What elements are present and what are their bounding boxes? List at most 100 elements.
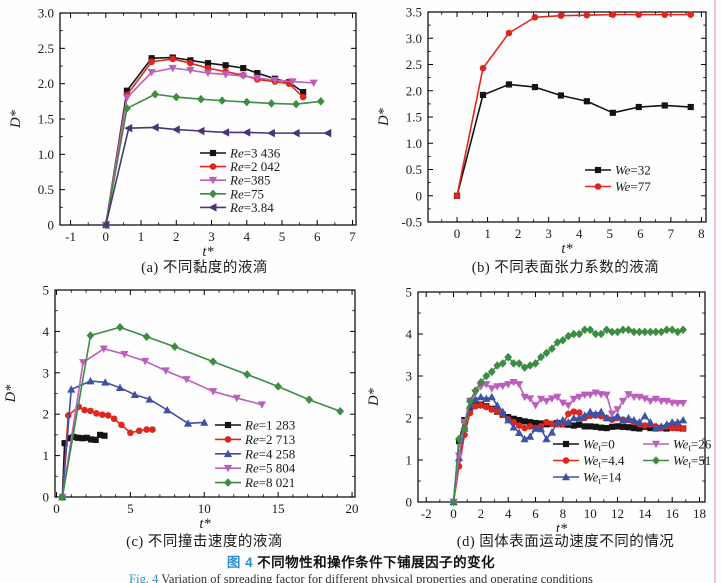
svg-text:7: 7	[349, 229, 356, 244]
svg-text:0: 0	[454, 226, 461, 241]
svg-text:Re=1 283: Re=1 283	[244, 418, 295, 433]
subplot-d-canvas: -2 0 2 4 6 8 10 12 14 16 18012345t*D*Wet=0Wet=4.4W…	[366, 285, 712, 533]
svg-text:2: 2	[406, 411, 413, 426]
svg-text:5: 5	[406, 285, 413, 300]
svg-text:2.5: 2.5	[406, 57, 422, 72]
svg-text:D*: D*	[366, 387, 382, 406]
svg-text:5: 5	[607, 226, 614, 241]
svg-text:1.0: 1.0	[38, 147, 54, 162]
svg-text:-2: -2	[421, 506, 432, 521]
subplot-a: -1 0 1 2 3 4 5 6 7 0 0.5 1.0 1.5 2.0 2.5 3.0 t* D* Re=3 43…	[0, 0, 361, 280]
svg-text:Wet=51: Wet=51	[673, 453, 711, 470]
svg-text:4: 4	[406, 327, 413, 342]
svg-text:18: 18	[693, 506, 706, 521]
svg-text:t*: t*	[202, 244, 214, 258]
svg-text:Re=4 258: Re=4 258	[244, 446, 295, 461]
subplot-d: -2 0 2 4 6 8 10 12 14 16 18 0 1 2 3 4 5 t* D* Wet=0 Wet=4.4 W…	[361, 280, 722, 554]
svg-text:0: 0	[43, 490, 50, 505]
svg-text:5: 5	[279, 229, 286, 244]
svg-text:0.5: 0.5	[38, 182, 54, 197]
svg-text:2: 2	[478, 506, 485, 521]
page-edge-artifact	[714, 0, 716, 583]
svg-text:Wet=14: Wet=14	[583, 470, 622, 487]
subplot-c: 0 5 10 15 20 0 1 2 3 4 5 t* D* Re=1 283 Re=2 713 Re=4 2…	[0, 280, 361, 554]
svg-text:5: 5	[43, 283, 50, 298]
svg-text:1.0: 1.0	[406, 136, 422, 151]
svg-text:D*: D*	[376, 107, 392, 126]
svg-text:t*: t*	[199, 516, 211, 532]
axes	[59, 12, 357, 226]
svg-text:12: 12	[611, 506, 624, 521]
svg-text:Re=3.84: Re=3.84	[229, 200, 274, 215]
svg-text:Re=2 713: Re=2 713	[244, 432, 295, 447]
svg-text:0: 0	[406, 495, 413, 510]
subplot-c-caption: (c) 不同撞击速度的液滴	[126, 534, 283, 550]
series-4	[449, 325, 688, 507]
svg-text:Wet=0: Wet=0	[583, 437, 615, 454]
figure-caption-number: 图 4	[226, 555, 254, 570]
svg-text:2: 2	[173, 229, 180, 244]
figure-caption: 图 4 不同物性和操作条件下铺展因子的变化	[0, 554, 722, 572]
series-4	[101, 123, 332, 230]
svg-text:D*: D*	[3, 384, 19, 403]
svg-text:16: 16	[666, 506, 680, 521]
svg-text:3: 3	[545, 226, 552, 241]
series-1	[450, 402, 687, 506]
svg-text:8: 8	[698, 226, 705, 241]
series-0	[453, 81, 694, 199]
subplot-d-caption: (d) 固体表面运动速度不同的情况	[456, 534, 675, 550]
svg-text:6: 6	[637, 226, 644, 241]
svg-text:3.0: 3.0	[38, 6, 54, 21]
svg-text:2.5: 2.5	[38, 41, 54, 56]
svg-text:0: 0	[48, 218, 55, 233]
svg-text:3.5: 3.5	[406, 5, 422, 20]
svg-text:1.5: 1.5	[406, 110, 422, 125]
series-3	[101, 89, 325, 230]
svg-text:D*: D*	[8, 109, 24, 128]
svg-text:0: 0	[53, 501, 60, 516]
svg-text:20: 20	[346, 501, 359, 516]
axes	[54, 289, 356, 498]
svg-text:Re=5 804: Re=5 804	[244, 461, 296, 476]
svg-text:Re=75: Re=75	[229, 186, 264, 201]
svg-text:Wet=4.4: Wet=4.4	[583, 453, 625, 470]
svg-text:Re=3 436: Re=3 436	[229, 146, 281, 161]
svg-text:10: 10	[584, 506, 597, 521]
svg-text:5: 5	[127, 501, 134, 516]
svg-text:2: 2	[515, 226, 522, 241]
svg-text:2.0: 2.0	[38, 76, 54, 91]
svg-text:6: 6	[314, 229, 321, 244]
svg-text:-0.5: -0.5	[401, 215, 422, 230]
svg-text:Re=385: Re=385	[229, 173, 271, 188]
svg-text:3: 3	[406, 369, 413, 384]
series-3	[58, 345, 266, 502]
svg-text:3.0: 3.0	[406, 31, 422, 46]
svg-text:1: 1	[138, 229, 145, 244]
svg-text:t*: t*	[561, 241, 573, 257]
svg-text:We=77: We=77	[615, 179, 651, 194]
svg-text:Re=8 021: Re=8 021	[244, 475, 295, 490]
svg-text:1.5: 1.5	[38, 112, 54, 127]
svg-text:-1: -1	[65, 229, 76, 244]
svg-text:4: 4	[244, 229, 251, 244]
subplot-b: 0 1 2 3 4 5 6 7 8 -0.5 0 0.5 1.0 1.5 2.0 2.5 3.0 3.5 t* D* W…	[361, 0, 722, 280]
series-1	[59, 403, 156, 501]
figure-caption-english-number: Fig. 4	[129, 572, 159, 583]
svg-text:10: 10	[198, 501, 211, 516]
subplot-a-canvas: -1 0 1 2 3 4 5 6 7 0 0.5 1.0 1.5 2.0 2.5 3.0 t* D* Re=3 43…	[8, 6, 357, 258]
svg-text:8: 8	[560, 506, 567, 521]
svg-text:4: 4	[505, 506, 512, 521]
series-4	[58, 322, 345, 502]
svg-text:3: 3	[43, 365, 50, 380]
figure-caption-english-text: Variation of spreading factor for differ…	[161, 572, 593, 583]
svg-text:2: 2	[43, 407, 50, 422]
svg-text:Re=2 042: Re=2 042	[229, 159, 280, 174]
series-1	[453, 11, 695, 200]
svg-text:We=32: We=32	[615, 163, 651, 178]
axes	[427, 11, 707, 223]
